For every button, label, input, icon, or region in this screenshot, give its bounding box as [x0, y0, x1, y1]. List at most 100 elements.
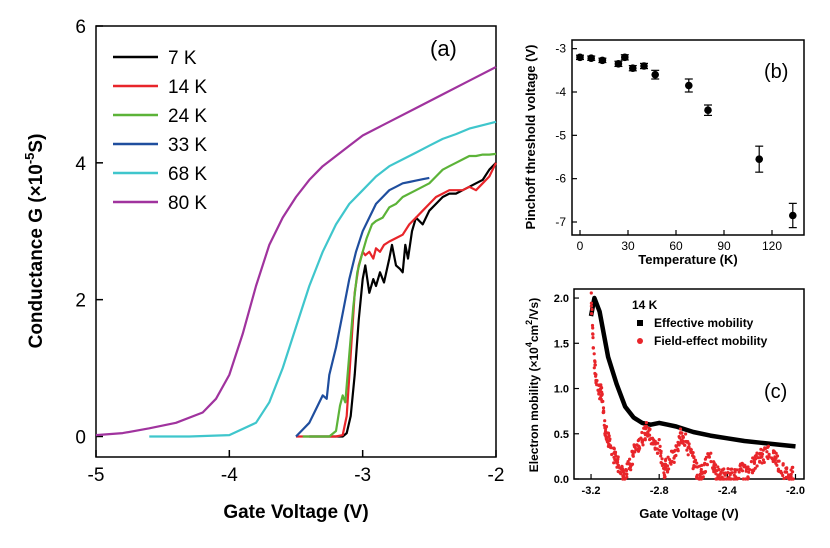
data-point [711, 466, 715, 470]
data-point [628, 457, 632, 461]
data-point [614, 60, 623, 68]
data-point [605, 438, 609, 442]
panel-a-xtick-label: -3 [354, 465, 371, 486]
data-point [590, 312, 594, 316]
data-point [781, 473, 785, 478]
data-point [756, 456, 760, 460]
data-point [744, 469, 748, 473]
panel-b-xtick-label: 90 [717, 239, 731, 253]
data-point [749, 460, 754, 464]
panel-c: -3.2 -2.8 -2.4 -2.0 0.0 0.5 1.0 1.5 2.0 14 K Eff… [524, 288, 805, 521]
data-point [691, 451, 695, 455]
data-point [620, 467, 625, 471]
data-point [668, 458, 672, 462]
data-point [644, 427, 648, 431]
data-point [650, 436, 655, 440]
data-point [653, 442, 658, 446]
data-point [591, 346, 595, 350]
data-point [705, 463, 710, 467]
legend-marker-field-effect [637, 338, 643, 344]
legend-label: Field-effect mobility [654, 334, 768, 348]
panel-c-ytick-label: 1.5 [554, 338, 569, 350]
data-point [755, 464, 759, 468]
data-point [669, 462, 673, 466]
panel-a-xtick-label: -4 [221, 465, 238, 486]
data-point [747, 470, 751, 474]
panel-b-label: (b) [764, 61, 788, 83]
data-point [781, 462, 785, 466]
data-point [730, 467, 734, 471]
data-point [593, 359, 597, 363]
data-point [601, 406, 606, 410]
data-point [755, 155, 763, 163]
data-point [755, 451, 759, 455]
data-point [734, 475, 738, 479]
legend-label: 80 K [168, 193, 207, 214]
data-point [741, 462, 745, 466]
data-point [692, 456, 696, 460]
data-point [759, 451, 764, 455]
data-point [651, 70, 659, 79]
data-point [760, 455, 764, 459]
data-point [685, 440, 689, 444]
data-point [704, 106, 712, 114]
data-point [707, 455, 712, 459]
data-point [660, 457, 664, 461]
data-point [685, 448, 689, 452]
data-point [640, 430, 644, 435]
data-point [648, 433, 652, 437]
data-point [593, 371, 597, 376]
data-point [686, 453, 690, 457]
data-point [612, 461, 616, 465]
data-point [759, 447, 763, 451]
data-point [746, 465, 750, 469]
panel-c-ytick-label: 0.5 [554, 429, 569, 441]
data-point [706, 452, 710, 456]
data-point [721, 477, 726, 481]
data-point [615, 465, 619, 469]
panel-c-label: (c) [764, 381, 787, 403]
data-point [678, 436, 682, 440]
legend-label: 14 K [168, 77, 207, 98]
data-point [723, 471, 728, 475]
data-point [789, 472, 793, 476]
panel-c-ytick-label: 2.0 [554, 293, 569, 305]
data-point [703, 461, 707, 465]
data-point [700, 463, 704, 467]
data-point [719, 477, 723, 481]
data-point [763, 446, 767, 450]
data-point [674, 444, 679, 448]
data-point [754, 457, 758, 461]
data-point [741, 477, 745, 481]
panel-a-ylabel: Conductance G (×10-5S) [22, 134, 47, 349]
data-point [657, 438, 661, 442]
data-point [636, 439, 640, 443]
panel-b-xtick-label: 30 [621, 239, 635, 253]
data-point [665, 469, 670, 473]
panel-b-xtick-label: 0 [577, 239, 584, 253]
data-point [735, 468, 739, 472]
data-point [766, 444, 771, 448]
panel-b-ytick-label: -6 [555, 172, 566, 186]
data-point [698, 472, 702, 476]
data-point [722, 467, 726, 471]
data-point [591, 332, 595, 336]
data-point [589, 291, 593, 295]
data-point [630, 449, 634, 453]
data-point [655, 447, 659, 451]
data-point [643, 437, 647, 441]
data-point [789, 211, 797, 220]
panel-b-frame [571, 39, 805, 236]
data-point [774, 451, 778, 455]
data-point [592, 366, 596, 370]
data-point [640, 62, 648, 70]
panel-b-ylabel: Pinchoff threshold voltage (V) [523, 45, 538, 230]
data-point [621, 53, 629, 62]
data-point [729, 477, 733, 481]
panel-a-legend: 7 K 14 K 24 K 33 K 68 K 80 K [113, 48, 207, 214]
data-point [774, 456, 778, 460]
panel-a-ytick-label: 4 [75, 154, 86, 175]
panel-b-xtick-label: 120 [762, 239, 782, 253]
data-point [629, 64, 637, 72]
data-point [592, 352, 596, 356]
